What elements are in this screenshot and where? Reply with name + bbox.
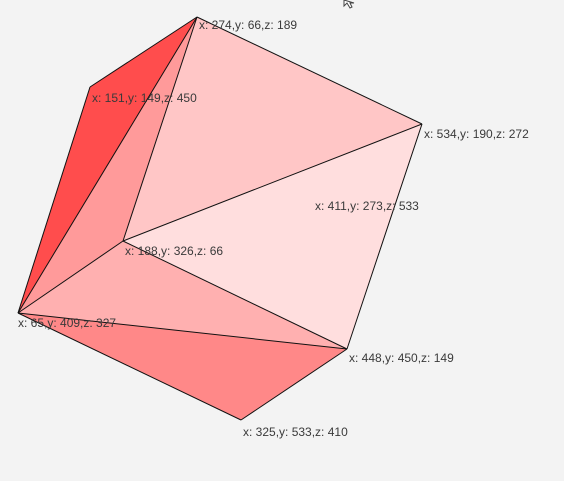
mouse-pointer-icon [343,0,355,9]
edge-v1-v6 [17,16,198,314]
face-bottom [18,313,347,420]
vertex-label-v3: x: 534,y: 190,z: 272 [424,127,529,141]
vertex-label-v6: x: 65,y: 409,z: 327 [18,316,116,330]
edge-v7-v8 [240,348,348,421]
edge-v1-v5 [122,16,198,242]
vertex-label-v7: x: 448,y: 450,z: 149 [349,351,454,365]
vertex-label-v5: x: 188,y: 326,z: 66 [125,244,223,258]
vertex-label-v4: x: 411,y: 273,z: 533 [315,199,419,213]
edge-v6-v8 [17,312,242,421]
edge-v1-v2 [89,16,198,88]
vertex-label-v1: x: 274,y: 66,z: 189 [199,18,297,32]
edge-v5-v6 [17,240,124,314]
edge-v5-v7 [122,240,348,350]
edge-v3-v7 [346,123,423,350]
labels-group: x: 274,y: 66,z: 189 x: 151,y: 149,z: 450 x… [18,18,529,439]
face-top-large [123,17,422,241]
face-right [123,124,422,349]
edge-v1-v3 [196,16,423,125]
edge-v6-v7 [17,312,348,350]
vertex-label-v2: x: 151,y: 149,z: 450 [92,91,197,105]
edge-v3-v5 [122,123,423,242]
vertex-label-v8: x: 325,y: 533,z: 410 [243,425,348,439]
edges-group [17,16,423,421]
edge-v2-v6 [17,86,91,314]
